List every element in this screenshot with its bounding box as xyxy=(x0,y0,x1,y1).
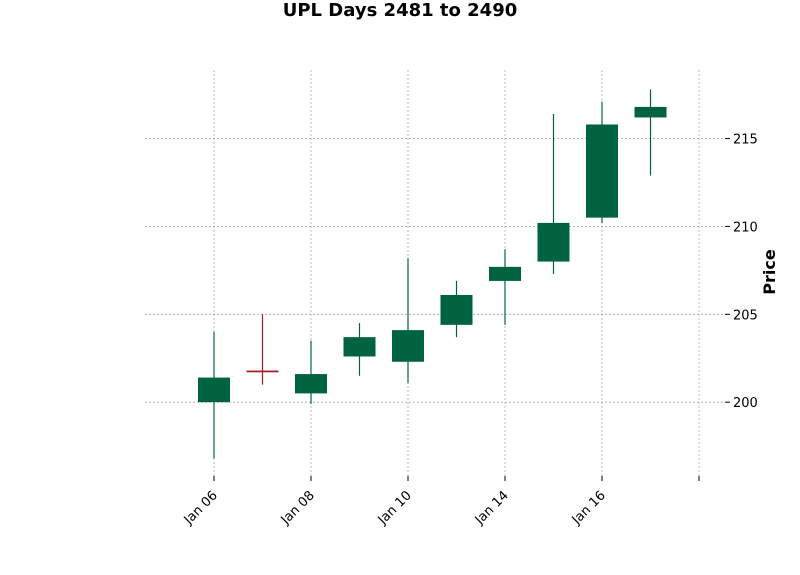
candle-body xyxy=(246,370,279,373)
y-axis-label: Price xyxy=(760,249,779,295)
candle xyxy=(392,258,424,383)
candle xyxy=(246,314,279,385)
y-tick-label: 205 xyxy=(733,308,758,323)
candle xyxy=(586,101,618,223)
candle-body xyxy=(537,222,570,262)
chart-title: UPL Days 2481 to 2490 xyxy=(282,0,518,21)
candle-body xyxy=(198,377,230,403)
y-tick-label: 200 xyxy=(733,396,758,411)
candle xyxy=(440,280,473,338)
x-tick-label: Jan 16 xyxy=(569,488,609,528)
candles xyxy=(198,89,667,459)
y-tick-label: 215 xyxy=(733,133,758,148)
x-tick-label: Jan 08 xyxy=(278,488,318,528)
candle xyxy=(489,249,521,325)
candle xyxy=(198,331,230,459)
candle-body xyxy=(634,106,667,118)
y-tick-label: 210 xyxy=(733,220,758,235)
candle-body xyxy=(343,337,376,357)
axes: 200 205 210 215 Jan 06 Jan 08 Jan 10 Jan 14 Jan … xyxy=(181,133,758,529)
candle xyxy=(343,323,376,376)
candle-body xyxy=(295,374,327,394)
candle xyxy=(295,340,327,404)
x-tick-label: Jan 14 xyxy=(472,488,512,528)
candle-body xyxy=(392,330,424,362)
candle-body xyxy=(440,294,473,325)
candle xyxy=(537,113,570,274)
candle-body xyxy=(489,266,521,281)
grid-layer xyxy=(145,70,725,476)
x-tick-label: Jan 10 xyxy=(375,488,415,528)
x-tick-label: Jan 06 xyxy=(181,488,221,528)
candle-body xyxy=(586,124,618,218)
candle xyxy=(634,89,667,176)
